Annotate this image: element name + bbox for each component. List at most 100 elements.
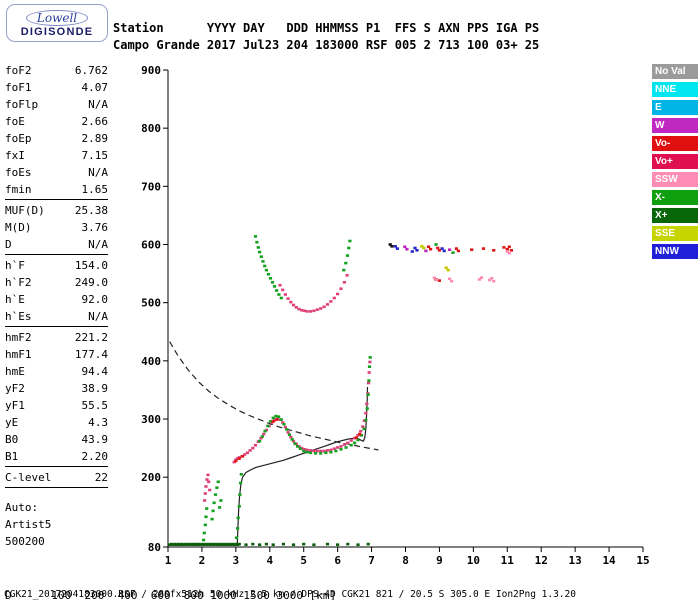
- echo-point: [271, 420, 275, 423]
- echo-point: [436, 246, 440, 250]
- echo-point: [215, 486, 219, 489]
- echo-point: [245, 451, 249, 455]
- echo-point: [234, 459, 238, 463]
- echo-point: [203, 542, 207, 546]
- param-row-yf2: yF2 38.9: [5, 380, 108, 397]
- param-row-fof2: foF2 6.762: [5, 62, 108, 79]
- echo-point: [305, 448, 309, 452]
- echo-point: [492, 279, 496, 283]
- param-label: foEs: [5, 166, 32, 179]
- echo-point: [236, 516, 240, 520]
- echo-point: [300, 308, 304, 312]
- echo-point: [405, 247, 409, 251]
- x-tick-label: 10: [467, 554, 480, 566]
- param-row-md: M(D) 3.76: [5, 219, 108, 236]
- y-tick-label: 500: [141, 297, 161, 310]
- param-row-hf2: h`F2 249.0: [5, 274, 108, 291]
- param-label: yE: [5, 416, 19, 429]
- param-label: h`F: [5, 259, 25, 272]
- y-tick-label: 200: [141, 471, 161, 484]
- echo-point: [366, 393, 370, 396]
- echo-point: [356, 434, 360, 437]
- y-tick-label: 800: [141, 122, 161, 135]
- echo-point: [390, 245, 394, 248]
- echo-point: [308, 449, 313, 452]
- param-label: D: [5, 238, 12, 251]
- echo-point: [336, 292, 340, 296]
- param-footer-500200: 500200: [5, 535, 45, 548]
- echo-point: [361, 425, 365, 428]
- param-label: MUF(D): [5, 204, 45, 217]
- echo-point: [344, 446, 348, 449]
- param-label: fmin: [5, 183, 32, 196]
- echo-point: [271, 543, 275, 546]
- legend-item-e: E: [652, 100, 698, 115]
- echo-point: [356, 438, 360, 442]
- x-tick-label: 13: [569, 554, 582, 566]
- series-f-trace-red-segments: [234, 418, 362, 463]
- echo-point: [314, 452, 318, 455]
- echo-point: [290, 438, 294, 441]
- param-label: hmF2: [5, 331, 32, 344]
- x-tick-label: 2: [199, 554, 206, 566]
- param-row-hes: h`Es N/A: [5, 308, 108, 325]
- echo-point: [174, 543, 179, 546]
- echo-point: [420, 245, 424, 248]
- series-second-hop-left-green: [253, 235, 283, 300]
- lowell-digisonde-logo: Lowell DIGISONDE: [6, 4, 108, 42]
- echo-point: [232, 543, 236, 546]
- echo-point: [481, 247, 486, 250]
- param-row-hf: h`F 154.0: [5, 257, 108, 274]
- x-tick-label: 12: [535, 554, 548, 566]
- echo-point: [278, 283, 282, 287]
- param-separator: [5, 487, 108, 488]
- echo-point: [367, 365, 372, 368]
- echo-point: [279, 296, 283, 300]
- echo-point: [195, 543, 199, 546]
- param-label: foEp: [5, 132, 32, 145]
- param-label: hmF1: [5, 348, 32, 361]
- param-row-fmin: fmin 1.65: [5, 181, 108, 198]
- y-tick-label: 300: [141, 413, 161, 426]
- legend-item-w: W: [652, 118, 698, 133]
- echo-point: [492, 249, 496, 252]
- param-value: 4.07: [81, 81, 109, 94]
- echo-point: [334, 449, 338, 453]
- echo-point: [434, 243, 438, 246]
- echo-point: [176, 542, 180, 546]
- echo-point: [173, 542, 177, 546]
- param-label: foF1: [5, 81, 32, 94]
- echo-point: [210, 517, 214, 521]
- echo-point: [305, 450, 309, 454]
- echo-point: [286, 297, 290, 300]
- param-separator: [5, 466, 108, 467]
- legend-item-nne: NNE: [652, 82, 698, 97]
- echo-point: [225, 543, 229, 546]
- echo-point: [244, 543, 248, 546]
- echo-point: [207, 480, 211, 484]
- param-gap: [5, 490, 108, 499]
- echo-point: [239, 481, 243, 485]
- echo-point: [224, 542, 228, 546]
- echo-point: [203, 492, 207, 495]
- echo-point: [251, 446, 255, 450]
- param-value: 2.89: [81, 132, 109, 145]
- echo-point: [308, 451, 313, 455]
- echo-point: [505, 250, 509, 253]
- echo-point: [256, 246, 260, 249]
- legend-item-x+: X+: [652, 208, 698, 223]
- echo-point: [275, 418, 279, 421]
- echo-point: [505, 247, 509, 251]
- echo-point: [239, 473, 243, 476]
- echo-point: [325, 542, 330, 546]
- legend-item-sse: SSE: [652, 226, 698, 241]
- echo-point: [319, 449, 323, 453]
- echo-point: [442, 249, 446, 253]
- param-value: 55.5: [81, 399, 109, 412]
- echo-point: [507, 251, 511, 255]
- echo-point: [440, 247, 444, 250]
- echo-point: [258, 250, 262, 254]
- x-tick-label: 5: [300, 554, 307, 566]
- echo-point: [347, 246, 351, 250]
- lowell-logo-text: Lowell: [25, 10, 89, 26]
